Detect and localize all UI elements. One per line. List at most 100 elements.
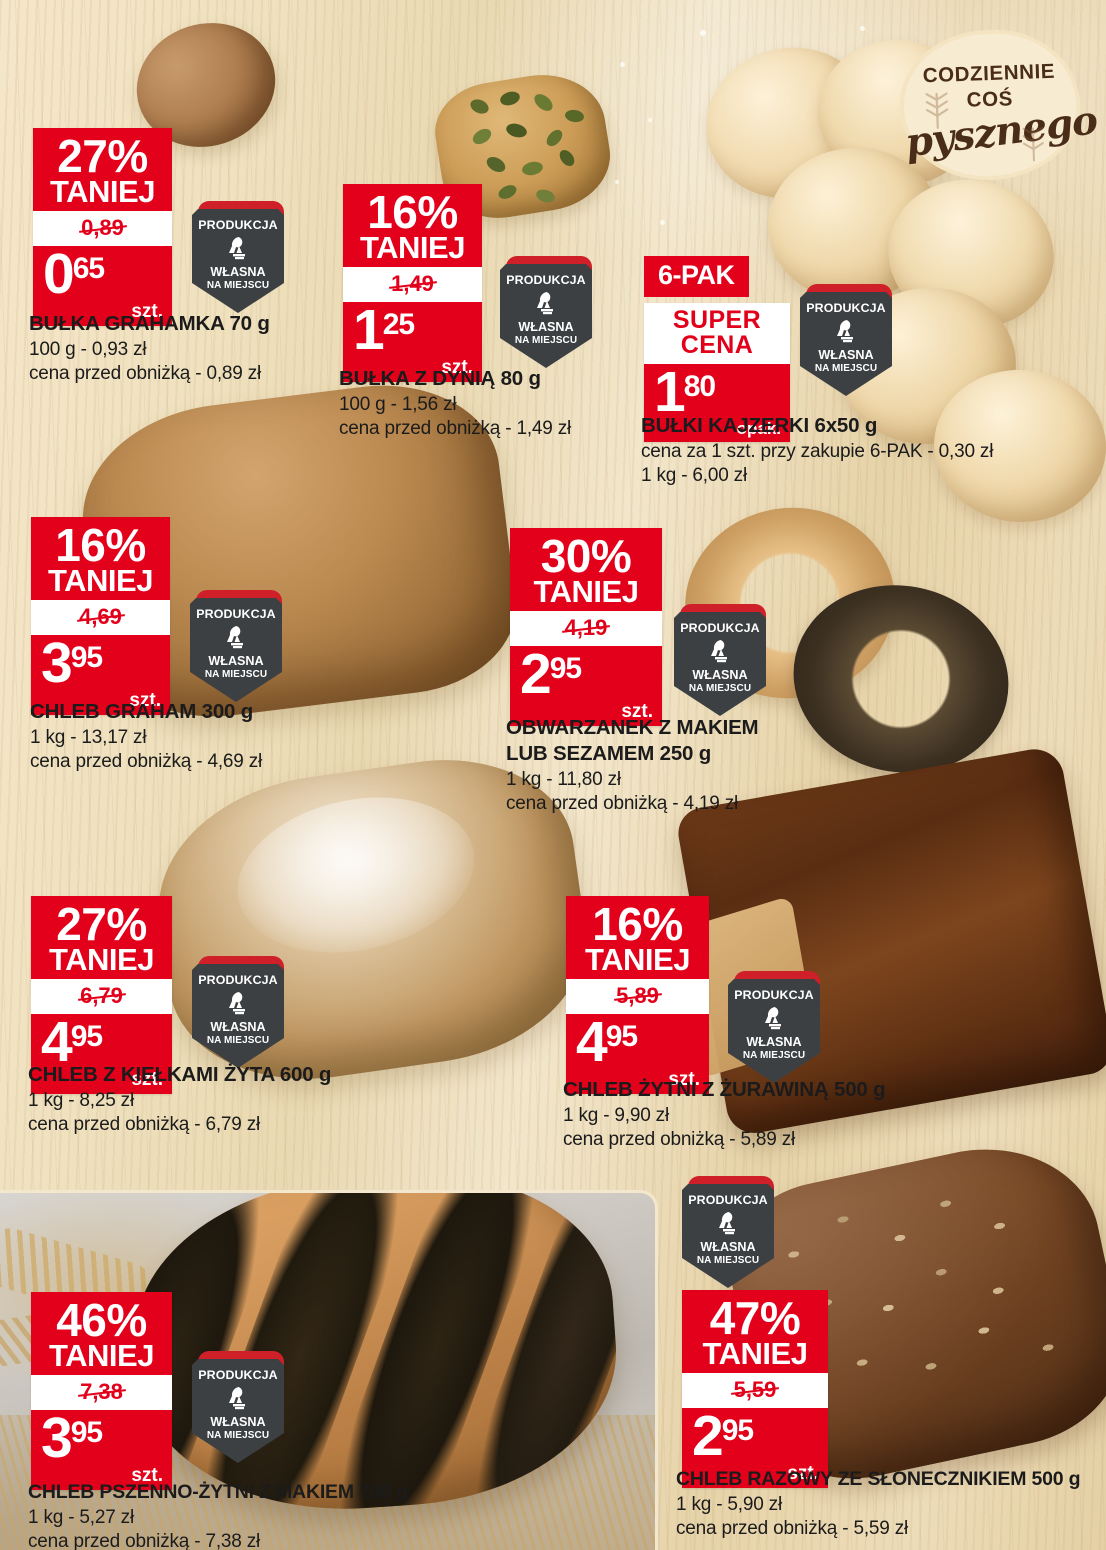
discount-percent: 27% xyxy=(56,898,147,950)
discount-percent: 47% xyxy=(709,1292,801,1344)
produkcja-wlasna-badge: PRODUKCJA WŁASNA NA MIEJSCU xyxy=(192,201,288,317)
new-price: 495 szt. xyxy=(31,1013,172,1094)
tag-6pak: 6-PAK xyxy=(644,256,749,297)
new-price: 495 szt. xyxy=(566,1009,709,1094)
product-name: CHLEB GRAHAM 300 g xyxy=(30,700,254,723)
price-card-bulki-kajzerki[interactable]: SUPER CENA 180 opak. xyxy=(644,303,790,442)
new-price: 395 szt. xyxy=(31,1405,172,1490)
badge-text: PRODUKCJA WŁASNA NA MIEJSCU xyxy=(674,612,766,716)
discount-taniej: TANIEJ xyxy=(49,942,154,978)
price-card-bulka-grahamka[interactable]: 27% TANIEJ 0,89 065 szt. xyxy=(33,128,172,326)
discount-taniej: TANIEJ xyxy=(48,563,153,599)
flour-speck xyxy=(648,118,652,122)
old-price-value: 7,38 xyxy=(80,1378,123,1404)
price-unit: szt. xyxy=(131,1068,163,1090)
new-price: 295 szt. xyxy=(682,1403,828,1488)
old-price-value: 5,89 xyxy=(616,982,659,1008)
price-integer: 4 xyxy=(576,1009,608,1074)
old-price-value: 1,49 xyxy=(391,270,434,296)
badge-text: PRODUKCJA WŁASNA NA MIEJSCU xyxy=(728,979,820,1083)
price-integer: 1 xyxy=(654,360,686,424)
badge-line-2: WŁASNA xyxy=(692,668,748,682)
price-integer: 2 xyxy=(520,641,552,706)
badge-line-1: PRODUKCJA xyxy=(198,1368,278,1382)
badge-text: PRODUKCJA WŁASNA NA MIEJSCU xyxy=(192,209,284,313)
old-price: 7,38 xyxy=(31,1374,172,1410)
product-detail-1: 1 kg - 13,17 zł xyxy=(30,727,147,749)
produkcja-wlasna-badge: PRODUKCJA WŁASNA NA MIEJSCU xyxy=(190,590,286,706)
flour-speck xyxy=(615,180,619,184)
product-detail-1: 1 kg - 5,27 zł xyxy=(28,1507,134,1528)
produkcja-wlasna-badge: PRODUKCJA WŁASNA NA MIEJSCU xyxy=(500,256,596,372)
product-name: BUŁKA Z DYNIĄ 80 g xyxy=(339,367,541,390)
badge-line-2: WŁASNA xyxy=(208,654,264,668)
old-price-value: 4,69 xyxy=(79,603,122,629)
wheat-icon xyxy=(925,92,949,129)
auchan-bird-icon xyxy=(715,1211,741,1235)
badge-line-1: PRODUKCJA xyxy=(506,273,586,287)
product-detail-1: 100 g - 1,56 zł xyxy=(339,394,457,416)
price-unit: szt. xyxy=(131,300,163,322)
price-card-chleb-graham[interactable]: 16% TANIEJ 4,69 395 szt. xyxy=(31,517,170,715)
discount-block: 47% TANIEJ xyxy=(682,1290,828,1373)
discount-block: 16% TANIEJ xyxy=(343,184,482,267)
produkcja-wlasna-badge: PRODUKCJA WŁASNA NA MIEJSCU xyxy=(192,956,288,1072)
product-name: CHLEB ŻYTNI Z ŻURAWINĄ 500 g xyxy=(563,1078,886,1101)
product-text-chleb-pszenno-zytni: CHLEB PSZENNO-ŻYTNI Z MAKIEM 750 g 1 kg … xyxy=(28,1481,408,1550)
new-price: 395 szt. xyxy=(31,634,170,715)
badge-line-1: PRODUKCJA xyxy=(806,301,886,315)
product-name: CHLEB RAZOWY ZE SŁONECZNIKIEM 500 g xyxy=(676,1468,1081,1490)
price-integer: 2 xyxy=(692,1403,724,1468)
auchan-bird-icon xyxy=(225,1386,251,1410)
badge-line-3: NA MIEJSCU xyxy=(696,1255,760,1266)
price-card-chleb-pszenno-zytni[interactable]: 46% TANIEJ 7,38 395 szt. xyxy=(31,1292,172,1490)
old-price-value: 0,89 xyxy=(81,214,124,240)
discount-taniej: TANIEJ xyxy=(49,1338,154,1374)
flour-speck xyxy=(660,220,665,225)
discount-block: 16% TANIEJ xyxy=(566,896,709,979)
product-detail-1: cena za 1 szt. przy zakupie 6-PAK - 0,30… xyxy=(641,441,994,463)
badge-line-3: NA MIEJSCU xyxy=(206,1035,270,1046)
product-detail-2: cena przed obniżką - 4,19 zł xyxy=(506,793,739,815)
seal-line-1: CODZIENNIE xyxy=(922,59,1056,88)
wheat-icon xyxy=(1022,127,1044,162)
price-card-bulka-z-dynia[interactable]: 16% TANIEJ 1,49 125 szt. xyxy=(343,184,482,382)
price-card-chleb-z-kielkami-zyta[interactable]: 27% TANIEJ 6,79 495 szt. xyxy=(31,896,172,1094)
discount-percent: 30% xyxy=(540,530,632,582)
badge-line-2: WŁASNA xyxy=(210,1415,266,1429)
flour-speck xyxy=(700,30,706,36)
product-text-chleb-graham: CHLEB GRAHAM 300 g 1 kg - 13,17 zł cena … xyxy=(30,700,360,774)
badge-text: PRODUKCJA WŁASNA NA MIEJSCU xyxy=(192,964,284,1068)
price-integer: 3 xyxy=(41,1405,73,1470)
price-cents: 95 xyxy=(721,1413,754,1447)
produkcja-wlasna-badge: PRODUKCJA WŁASNA NA MIEJSCU xyxy=(674,604,770,720)
price-cents: 95 xyxy=(70,640,103,674)
badge-line-2: WŁASNA xyxy=(818,348,874,362)
old-price: 6,79 xyxy=(31,978,172,1014)
price-card-chleb-zytni-z-zurawina[interactable]: 16% TANIEJ 5,89 495 szt. xyxy=(566,896,709,1094)
badge-line-1: PRODUKCJA xyxy=(198,218,278,232)
produkcja-wlasna-badge: PRODUKCJA WŁASNA NA MIEJSCU xyxy=(192,1351,288,1467)
price-unit: opak. xyxy=(736,419,781,438)
price-unit: szt. xyxy=(129,689,161,711)
badge-line-2: WŁASNA xyxy=(210,265,266,279)
product-text-bulka-grahamka: BUŁKA GRAHAMKA 70 g 100 g - 0,93 zł cena… xyxy=(29,312,339,386)
price-unit: szt. xyxy=(131,1464,163,1486)
price-cents: 95 xyxy=(605,1019,638,1053)
discount-block: 46% TANIEJ xyxy=(31,1292,172,1375)
discount-percent: 16% xyxy=(367,186,458,238)
old-price: 5,59 xyxy=(682,1372,828,1408)
price-card-chleb-razowy[interactable]: 47% TANIEJ 5,59 295 szt. xyxy=(682,1290,828,1488)
old-price: 1,49 xyxy=(343,266,482,302)
product-text-bulka-z-dynia: BUŁKA Z DYNIĄ 80 g 100 g - 1,56 zł cena … xyxy=(339,367,669,441)
auchan-bird-icon xyxy=(761,1006,787,1030)
product-name: BUŁKI KAJZERKI 6x50 g xyxy=(641,414,878,437)
badge-line-1: PRODUKCJA xyxy=(688,1193,768,1207)
new-price: 125 szt. xyxy=(343,301,482,382)
old-price: 0,89 xyxy=(33,210,172,246)
product-detail-2: 1 kg - 6,00 zł xyxy=(641,464,747,486)
product-detail-1: 1 kg - 8,25 zł xyxy=(28,1090,134,1112)
price-card-obwarzanek[interactable]: 30% TANIEJ 4,19 295 szt. xyxy=(510,528,662,726)
price-cents: 95 xyxy=(549,651,582,685)
